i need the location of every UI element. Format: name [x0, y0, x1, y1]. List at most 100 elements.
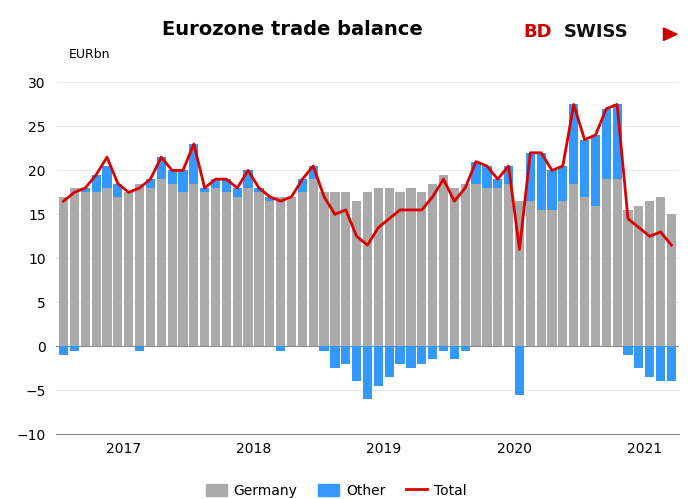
Bar [656, 346, 665, 381]
Bar [146, 188, 155, 346]
Bar [395, 346, 405, 364]
Bar [70, 346, 79, 351]
Bar [157, 179, 166, 346]
Bar [536, 153, 546, 210]
Bar [363, 192, 372, 346]
Bar [374, 188, 383, 346]
Bar [113, 197, 122, 346]
Polygon shape [664, 28, 677, 40]
Bar [602, 109, 611, 179]
Bar [298, 192, 307, 346]
Bar [384, 346, 394, 377]
Bar [244, 170, 253, 188]
Bar [222, 192, 231, 346]
Bar [309, 179, 318, 346]
Bar [439, 346, 448, 351]
Legend: Germany, Other, Total: Germany, Other, Total [200, 478, 473, 499]
Bar [602, 179, 611, 346]
Bar [634, 346, 643, 368]
Bar [428, 184, 438, 346]
Bar [80, 192, 90, 346]
Bar [102, 166, 111, 188]
Bar [232, 197, 242, 346]
Bar [211, 179, 220, 188]
Bar [493, 179, 503, 188]
Bar [146, 179, 155, 188]
Bar [330, 192, 340, 346]
Bar [59, 197, 68, 346]
Bar [352, 346, 361, 381]
Bar [461, 346, 470, 351]
Bar [504, 166, 513, 184]
Bar [406, 188, 416, 346]
Bar [471, 184, 481, 346]
Bar [178, 192, 188, 346]
Bar [211, 188, 220, 346]
Bar [384, 188, 394, 346]
Bar [244, 188, 253, 346]
Bar [222, 179, 231, 192]
Bar [624, 210, 633, 346]
Bar [135, 184, 144, 346]
Bar [612, 179, 622, 346]
Bar [591, 206, 600, 346]
Bar [471, 162, 481, 184]
Bar [92, 192, 101, 346]
Bar [493, 188, 503, 346]
Bar [667, 346, 676, 381]
Bar [569, 104, 578, 184]
Bar [189, 144, 199, 184]
Bar [580, 197, 589, 346]
Bar [667, 215, 676, 346]
Bar [167, 170, 176, 184]
Bar [406, 346, 416, 368]
Bar [514, 346, 524, 395]
Text: Eurozone trade balance: Eurozone trade balance [162, 20, 423, 39]
Bar [526, 153, 535, 201]
Bar [341, 192, 351, 346]
Bar [330, 346, 340, 368]
Bar [417, 192, 426, 346]
Bar [232, 188, 242, 197]
Bar [70, 188, 79, 346]
Text: EURbn: EURbn [69, 48, 110, 61]
Bar [200, 192, 209, 346]
Bar [157, 157, 166, 179]
Bar [547, 170, 556, 210]
Bar [265, 201, 274, 346]
Bar [395, 192, 405, 346]
Bar [319, 346, 329, 351]
Bar [591, 135, 600, 206]
Bar [276, 346, 286, 351]
Bar [526, 201, 535, 346]
Bar [265, 197, 274, 201]
Bar [254, 192, 264, 346]
Bar [439, 175, 448, 346]
Bar [341, 346, 351, 364]
Bar [645, 201, 654, 346]
Bar [559, 201, 568, 346]
Bar [189, 184, 199, 346]
Bar [461, 184, 470, 346]
Bar [449, 188, 459, 346]
Bar [287, 197, 296, 346]
Bar [113, 184, 122, 197]
Bar [167, 184, 176, 346]
Bar [645, 346, 654, 377]
Bar [417, 346, 426, 364]
Bar [80, 188, 90, 192]
Bar [504, 184, 513, 346]
Bar [536, 210, 546, 346]
Bar [547, 210, 556, 346]
Bar [102, 188, 111, 346]
Bar [634, 206, 643, 346]
Bar [374, 346, 383, 386]
Bar [352, 201, 361, 346]
Bar [178, 170, 188, 192]
Bar [309, 166, 318, 179]
Bar [319, 192, 329, 346]
Bar [428, 346, 438, 359]
Bar [92, 175, 101, 192]
Bar [580, 140, 589, 197]
Bar [124, 192, 133, 346]
